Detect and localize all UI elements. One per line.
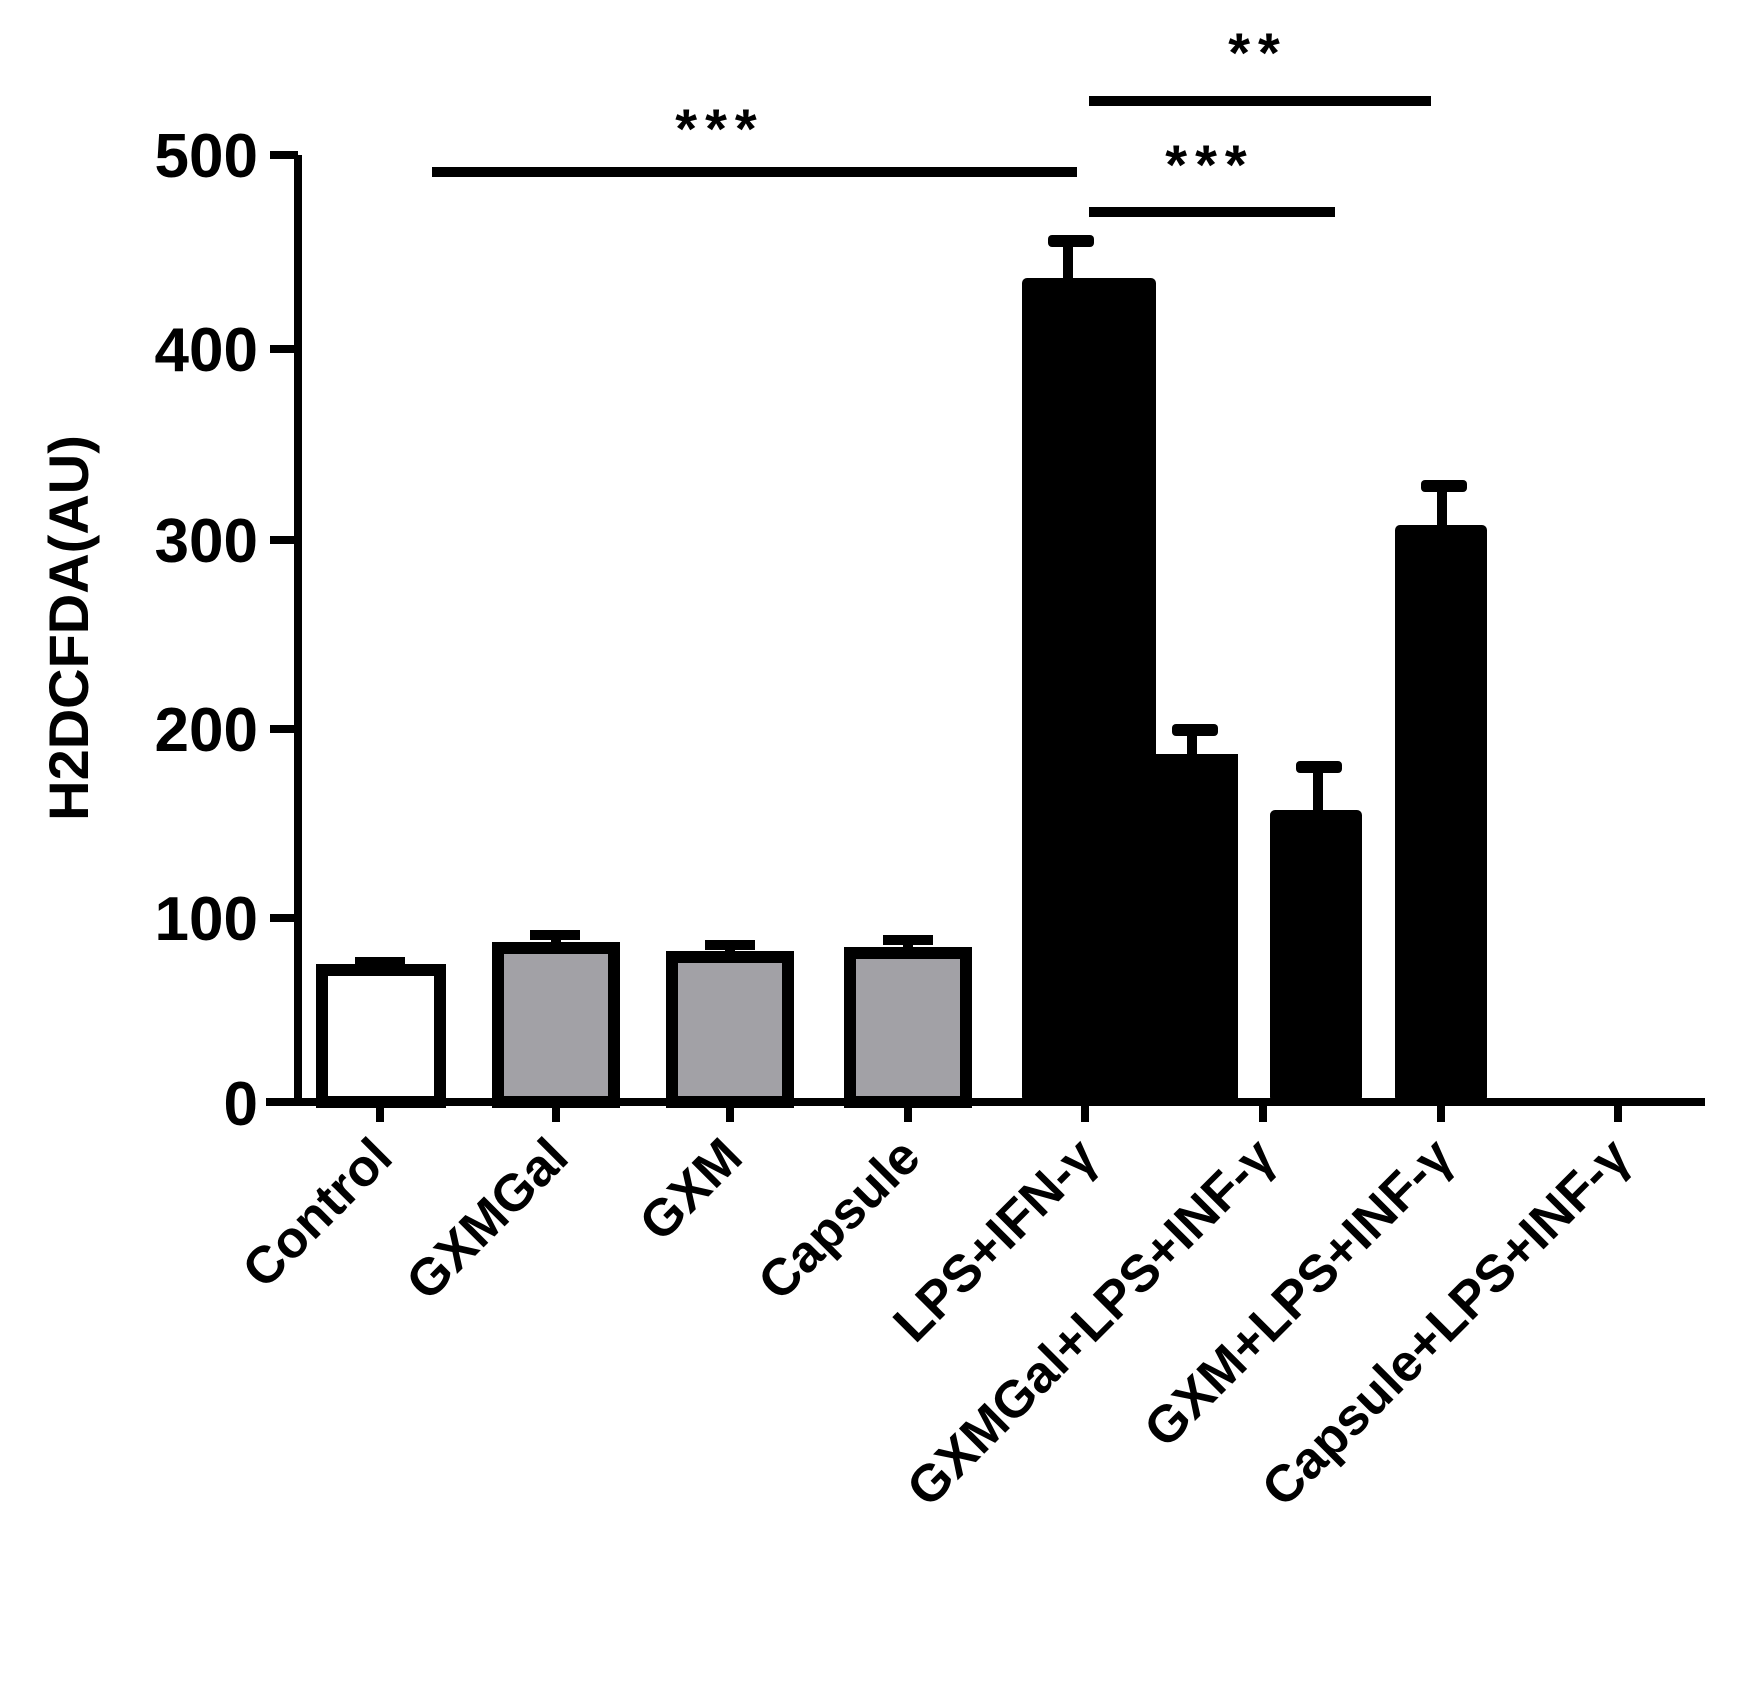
- y-tick-500: 500: [155, 122, 258, 191]
- x-axis: [266, 1098, 1705, 1122]
- significance-annotations: *** *** **: [432, 21, 1431, 217]
- bar-gxmgal-lps-inf: [1146, 724, 1238, 1102]
- y-tick-0: 0: [224, 1070, 258, 1139]
- bars: [316, 235, 1487, 1108]
- y-axis-label: H2DCFDA(AU): [37, 435, 100, 821]
- sig-label-lps-vs-gxm: ***: [1165, 133, 1254, 196]
- x-category-labels: Control GXMGal GXM Capsule LPS+IFN-γ GXM…: [232, 1127, 1642, 1517]
- bar-gxmgal: [492, 930, 620, 1108]
- x-label-control: Control: [232, 1127, 404, 1299]
- y-tick-100: 100: [155, 885, 258, 954]
- x-label-gxm: GXM: [629, 1127, 754, 1252]
- sig-bar-control-vs-lps: [432, 167, 1077, 177]
- sig-label-control-vs-lps: ***: [675, 97, 764, 160]
- bar-gxm: [666, 940, 794, 1108]
- bar-gxm-lps-inf: [1270, 761, 1362, 1102]
- bar-control: [316, 957, 446, 1108]
- x-label-gxmgal: GXMGal: [395, 1127, 579, 1311]
- y-tick-400: 400: [155, 316, 258, 385]
- sig-label-lps-vs-capsule: **: [1228, 21, 1288, 84]
- y-tick-300: 300: [155, 507, 258, 576]
- bar-lps-ifn: [1022, 235, 1156, 1102]
- y-axis: 500 400 300 200 100 0 H2DCFDA(AU): [37, 122, 302, 1139]
- bar-capsule: [844, 935, 972, 1108]
- bar-capsule-lps-inf: [1395, 480, 1487, 1102]
- x-label-gxm-lps-inf: GXM+LPS+INF-γ: [1133, 1127, 1464, 1458]
- sig-bar-lps-vs-gxm: [1089, 207, 1335, 217]
- y-tick-200: 200: [155, 696, 258, 765]
- sig-bar-lps-vs-capsule: [1089, 96, 1431, 106]
- x-label-capsule: Capsule: [747, 1127, 931, 1311]
